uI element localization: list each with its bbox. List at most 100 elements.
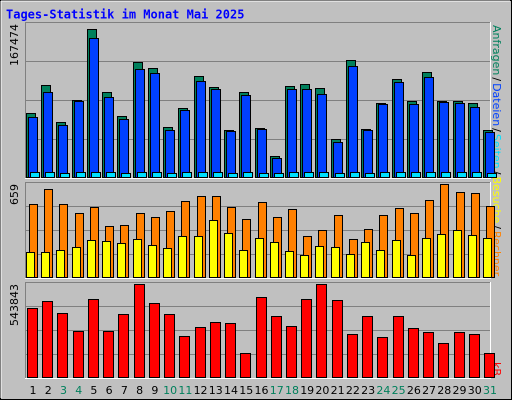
bar [377, 337, 388, 378]
bar [304, 172, 314, 178]
bar [163, 248, 172, 278]
bar [348, 66, 358, 178]
legend-separator: / [490, 128, 503, 132]
bar [301, 299, 312, 378]
x-tick-label: 29 [453, 384, 467, 397]
bar [438, 343, 449, 378]
x-tick-label: 14 [224, 384, 238, 397]
bar [150, 73, 160, 178]
legend-separator: / [490, 225, 503, 229]
legend-separator: / [490, 77, 503, 81]
x-tick-label: 12 [194, 384, 208, 397]
bar [392, 240, 401, 278]
bar [198, 172, 208, 178]
bar [346, 254, 355, 278]
bar [257, 129, 267, 178]
x-tick-label: 31 [483, 384, 497, 397]
bar [241, 95, 251, 178]
bar [287, 89, 297, 178]
bar [407, 255, 416, 278]
bar [393, 316, 404, 378]
bar [376, 250, 385, 278]
bar [411, 172, 421, 178]
bar [102, 241, 111, 278]
bar [43, 92, 53, 178]
x-tick-label: 24 [376, 384, 390, 397]
bar [167, 173, 177, 178]
x-tick-label: 18 [285, 384, 299, 397]
bar [178, 236, 187, 278]
bar [133, 239, 142, 278]
bar [333, 142, 343, 178]
bar [104, 97, 114, 178]
bar [60, 173, 70, 178]
bar [485, 132, 495, 178]
x-tick-label: 27 [422, 384, 436, 397]
bar [396, 172, 406, 178]
bar [134, 284, 145, 378]
bar [423, 332, 434, 378]
bar [271, 316, 282, 378]
x-tick-label: 13 [209, 384, 223, 397]
x-tick-label: 7 [121, 384, 128, 397]
bar [243, 172, 253, 178]
x-tick-label: 5 [90, 384, 97, 397]
bar [472, 172, 482, 178]
bar [470, 107, 480, 178]
bar [57, 313, 68, 378]
bar [106, 172, 116, 178]
bar [56, 250, 65, 278]
x-tick-label: 16 [255, 384, 269, 397]
bar [58, 125, 68, 178]
bar [484, 353, 495, 378]
bar [453, 230, 462, 278]
bar [195, 327, 206, 378]
bar [210, 322, 221, 378]
bar [437, 234, 446, 278]
bar [117, 243, 126, 278]
bar [152, 172, 162, 178]
bar [239, 250, 248, 278]
bar [119, 119, 129, 178]
bar [361, 242, 370, 278]
bar [225, 323, 236, 378]
bar [42, 301, 53, 378]
x-tick-label: 11 [178, 384, 192, 397]
x-tick-label: 21 [331, 384, 345, 397]
bar [300, 255, 309, 278]
bar [316, 284, 327, 378]
y-tick-label: 543843 [8, 284, 21, 326]
bar [270, 242, 279, 278]
bar [45, 172, 55, 178]
bar [457, 172, 467, 178]
bar [365, 173, 375, 178]
bar [255, 238, 264, 278]
bar [76, 172, 86, 178]
bar [285, 251, 294, 278]
bar [468, 235, 477, 278]
bar [87, 240, 96, 278]
bar [256, 297, 267, 378]
bar [362, 316, 373, 378]
bar [394, 82, 404, 178]
bar [148, 245, 157, 278]
bar [332, 300, 343, 378]
y-tick-label: 659 [8, 184, 21, 205]
bar [350, 172, 360, 178]
bar [182, 172, 192, 178]
bar [363, 130, 373, 178]
bar [41, 252, 50, 278]
bar [286, 326, 297, 378]
bar [483, 238, 492, 278]
bar [409, 104, 419, 178]
legend-entry: Dateien [490, 83, 503, 126]
bar [259, 173, 269, 178]
x-tick-label: 2 [45, 384, 52, 397]
bar [378, 104, 388, 178]
bar [211, 89, 221, 178]
bar [209, 220, 218, 278]
legend-separator: / [490, 171, 503, 175]
legend-entry: Anfragen [490, 25, 503, 75]
bar [424, 77, 434, 178]
